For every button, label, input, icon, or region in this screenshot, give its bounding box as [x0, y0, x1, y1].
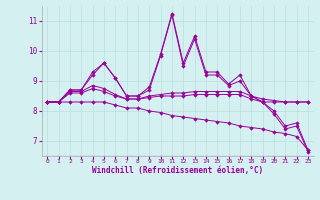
- X-axis label: Windchill (Refroidissement éolien,°C): Windchill (Refroidissement éolien,°C): [92, 166, 263, 175]
